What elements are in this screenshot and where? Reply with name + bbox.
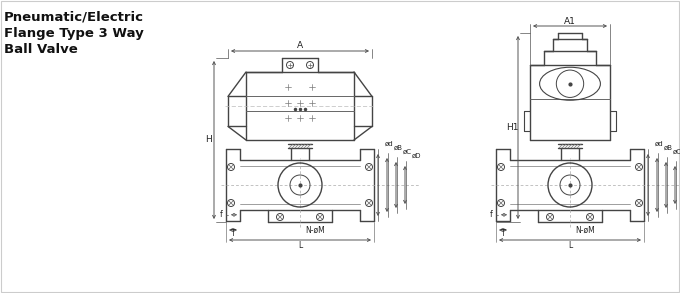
Text: N-øM: N-øM bbox=[305, 226, 325, 234]
Text: øC: øC bbox=[673, 149, 680, 155]
Text: f: f bbox=[220, 210, 223, 219]
Text: Flange Type 3 Way: Flange Type 3 Way bbox=[4, 27, 143, 40]
Text: ød: ød bbox=[655, 141, 664, 147]
Text: H1: H1 bbox=[506, 123, 518, 132]
Text: ød: ød bbox=[385, 141, 394, 147]
Text: T: T bbox=[500, 229, 505, 239]
Text: øB: øB bbox=[394, 145, 403, 151]
Text: L: L bbox=[568, 241, 572, 250]
Text: A1: A1 bbox=[564, 16, 576, 25]
Text: L: L bbox=[298, 241, 302, 250]
Text: øD: øD bbox=[412, 153, 422, 159]
Text: øC: øC bbox=[403, 149, 412, 155]
Text: A: A bbox=[297, 42, 303, 50]
Text: øB: øB bbox=[664, 145, 673, 151]
Text: Pneumatic/Electric: Pneumatic/Electric bbox=[4, 11, 144, 24]
Text: Ball Valve: Ball Valve bbox=[4, 43, 78, 56]
Text: H: H bbox=[205, 135, 212, 144]
Text: f: f bbox=[490, 210, 493, 219]
Text: N-øM: N-øM bbox=[575, 226, 595, 234]
Text: T: T bbox=[231, 229, 235, 239]
